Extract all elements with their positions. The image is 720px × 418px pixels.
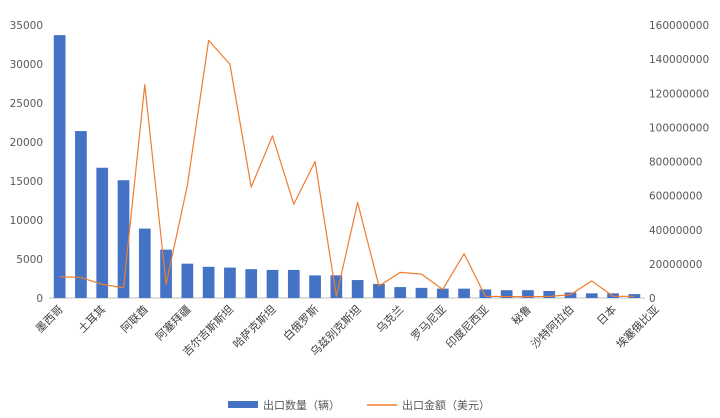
y-left-tick-label: 5000: [16, 254, 43, 266]
bar: [138, 228, 151, 298]
x-tick-label: 哈萨克斯坦: [230, 302, 279, 351]
bar: [202, 266, 215, 298]
line-series: [59, 39, 635, 298]
y-right-tick-label: 20000000: [649, 259, 702, 271]
bar: [266, 269, 279, 298]
x-tick-label: 阿塞拜疆: [152, 302, 193, 343]
bar: [287, 269, 300, 298]
y-right-tick-label: 140000000: [649, 54, 709, 66]
x-tick-label: 墨西哥: [33, 303, 66, 336]
x-tick-label: 白俄罗斯: [280, 302, 321, 343]
x-tick-label: 秘鲁: [509, 302, 534, 327]
x-tick-label: 罗马尼亚: [409, 303, 449, 343]
bar: [479, 289, 492, 298]
x-tick-label: 日本: [594, 302, 619, 327]
y-left-tick-label: 20000: [10, 137, 43, 149]
legend: 出口数量（辆） 出口金额（美元）: [228, 398, 490, 412]
bar: [245, 269, 258, 298]
bar: [75, 131, 87, 298]
bar: [373, 283, 385, 298]
bar: [160, 249, 172, 298]
x-tick-label: 埃塞俄比亚: [613, 302, 662, 351]
y-right-tick-label: 0: [649, 293, 656, 305]
bar: [330, 275, 343, 298]
bar: [543, 290, 556, 298]
bar: [564, 292, 577, 298]
bar: [181, 263, 194, 298]
bar: [117, 180, 130, 298]
bar: [522, 290, 534, 298]
y-right-tick-label: 80000000: [649, 157, 702, 169]
bars-layer: [53, 35, 641, 298]
bar: [394, 287, 407, 298]
bar: [351, 280, 364, 298]
y-left-tick-label: 35000: [10, 20, 43, 32]
y-left-tick-label: 0: [36, 293, 43, 305]
axes-layer: 0 5000 10000 15000 20000 25000 30000 35000 0 2000…: [10, 20, 710, 305]
y-right-tick-label: 40000000: [649, 225, 702, 237]
bar: [96, 167, 109, 298]
bar: [309, 275, 321, 298]
x-tick-label: 阿联酋: [118, 302, 151, 335]
y-right-tick-label: 100000000: [649, 122, 709, 134]
y-right-tick-label: 120000000: [649, 88, 709, 100]
bar: [415, 287, 428, 298]
bar: [53, 35, 66, 298]
bar: [458, 288, 470, 298]
legend-label: 出口数量（辆）: [263, 398, 340, 412]
bar: [585, 293, 598, 298]
y-left-tick-label: 25000: [10, 98, 43, 110]
bar: [224, 267, 236, 298]
legend-swatch-bar: [228, 401, 258, 408]
x-tick-label: 沙特阿拉伯: [528, 302, 577, 351]
x-tick-label: 印度尼西亚: [443, 302, 492, 351]
y-left-tick-label: 30000: [10, 59, 43, 71]
legend-label: 出口金额（美元）: [402, 398, 490, 412]
y-right-tick-label: 160000000: [649, 20, 709, 32]
x-tick-label: 乌克兰: [373, 302, 406, 335]
bar: [500, 290, 513, 298]
y-left-tick-label: 15000: [10, 176, 43, 188]
y-right-tick-label: 60000000: [649, 191, 702, 203]
x-tick-label: 土耳其: [76, 303, 109, 336]
line-layer: [59, 39, 635, 298]
y-left-tick-label: 10000: [10, 215, 43, 227]
bar: [436, 288, 449, 298]
